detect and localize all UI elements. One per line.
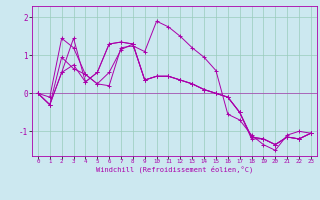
X-axis label: Windchill (Refroidissement éolien,°C): Windchill (Refroidissement éolien,°C) bbox=[96, 166, 253, 173]
